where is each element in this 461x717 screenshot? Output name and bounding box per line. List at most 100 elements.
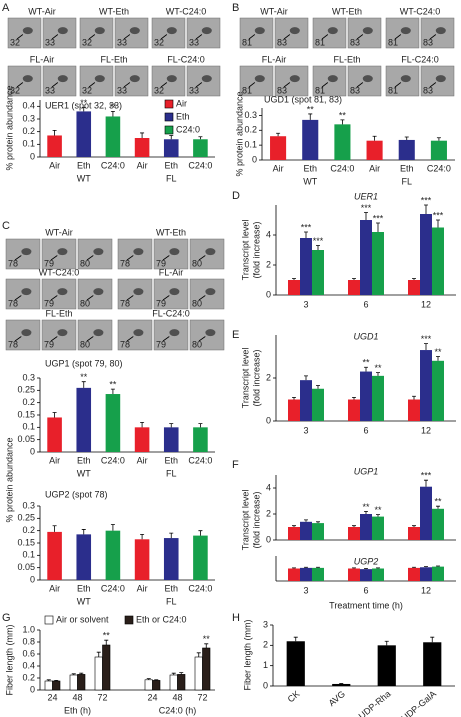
blot-label: FL-C24:0 (167, 54, 205, 64)
blot-arrow (198, 255, 206, 261)
spot-label: 83 (423, 37, 433, 47)
spot-label: 32 (154, 85, 164, 95)
error-bar (424, 204, 428, 214)
bar-label: Air (273, 163, 284, 173)
blot-arrow (86, 336, 94, 342)
bar (52, 680, 61, 691)
y-tick-label: 0 (266, 289, 271, 299)
legend-label: Air or solvent (56, 614, 109, 624)
spot-label: 78 (8, 298, 18, 308)
error-bar (430, 636, 435, 643)
y-axis-label: Fiber length (mm) (4, 624, 14, 695)
y-tick-label: 0.25 (17, 513, 35, 523)
error-bar (179, 672, 184, 675)
significance-label: *** (373, 213, 384, 223)
panel-letter: D (232, 190, 240, 202)
bar (134, 138, 150, 157)
spot-label: 81 (388, 37, 398, 47)
spot-label: 83 (277, 85, 287, 95)
y-tick-label: 0.3 (22, 113, 35, 123)
error-bar (376, 567, 380, 569)
blot-label: WT-C24:0 (39, 267, 80, 277)
error-bar (340, 119, 345, 125)
error-bar (404, 136, 409, 140)
blot-spot (254, 27, 265, 35)
x-tick-label: 48 (72, 692, 82, 702)
y-tick-label: 0.6 (22, 648, 35, 658)
bar (348, 399, 360, 421)
blot-spot (201, 27, 212, 35)
blot-arrow (50, 295, 58, 301)
bar (44, 680, 53, 691)
bar (420, 214, 432, 295)
error-bar (54, 680, 59, 681)
bar (372, 516, 384, 540)
bar (69, 674, 78, 691)
blot-spot (169, 288, 180, 296)
group-label: FL (166, 596, 177, 606)
blot-arrow (86, 295, 94, 301)
x-tick-label: 6 (363, 299, 368, 309)
spot-label: 81 (388, 85, 398, 95)
bar (334, 124, 351, 160)
bar (76, 387, 92, 452)
error-bar (372, 135, 377, 141)
error-bar (436, 356, 440, 361)
bar (105, 394, 121, 452)
bar (360, 371, 372, 421)
x-tick-label: 24 (147, 692, 157, 702)
x-tick-label: 12 (421, 425, 431, 435)
y-tick-label: 0.1 (22, 550, 35, 560)
bar-label: C24:0 (101, 583, 125, 593)
bar (312, 250, 324, 295)
error-bar (304, 519, 308, 522)
error-bar (169, 423, 174, 428)
bar (408, 399, 420, 421)
blot-arrow (429, 82, 437, 88)
y-tick-label: 0.2 (244, 125, 257, 135)
error-bar (52, 130, 57, 136)
bar-label: Air (49, 583, 60, 593)
significance-label: ** (109, 379, 117, 389)
significance-label: ** (434, 347, 442, 357)
panel-letter: G (2, 612, 11, 624)
y-axis-label: Transcript level (240, 348, 250, 409)
chart-title: UGP2 (spot 78) (45, 489, 108, 499)
error-bar (364, 511, 368, 514)
error-bar (364, 568, 368, 570)
bar (193, 535, 208, 580)
error-bar (412, 566, 416, 568)
legend-swatch (164, 112, 174, 122)
bar (377, 645, 396, 686)
y-axis-label: % protein abundance (4, 437, 14, 522)
bar (348, 568, 360, 581)
bar (300, 567, 312, 581)
bar (420, 567, 432, 581)
panel-letter: F (232, 459, 239, 471)
group-label: WT (77, 596, 91, 606)
error-bar (81, 529, 86, 535)
bar-label: Eth (164, 583, 178, 593)
blot-spot (133, 329, 144, 337)
blot-arrow (51, 34, 59, 40)
bar-label: Eth (77, 455, 91, 465)
bar (169, 674, 178, 691)
significance-label: *** (421, 471, 432, 481)
blot-spot (289, 75, 300, 83)
error-bar (104, 639, 109, 645)
group-label: FL (401, 176, 412, 186)
spot-label: 33 (45, 85, 55, 95)
blot-spot (169, 248, 180, 256)
blot-label: FL-Air (159, 267, 184, 277)
error-bar (436, 565, 440, 567)
bar (288, 399, 300, 421)
bar (193, 427, 208, 452)
blot-label: WT-Air (28, 6, 56, 16)
bar (134, 539, 150, 580)
bar (430, 140, 447, 160)
blot-arrow (394, 34, 402, 40)
error-bar (293, 636, 298, 642)
blot-spot (289, 27, 300, 35)
significance-label: ** (307, 104, 315, 114)
blot-label: FL-Eth (100, 54, 127, 64)
